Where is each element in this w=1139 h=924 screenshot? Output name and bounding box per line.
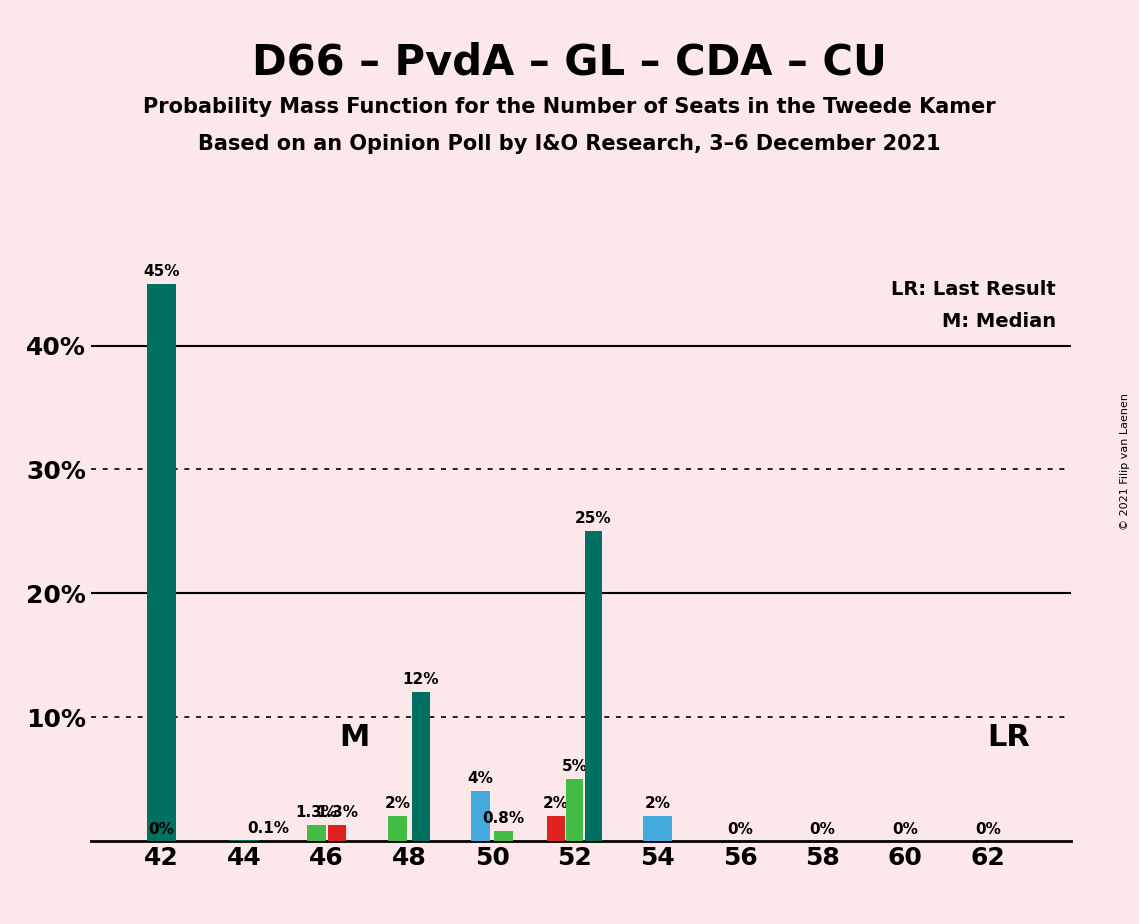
Text: 1.3%: 1.3% (316, 805, 358, 820)
Text: 2%: 2% (385, 796, 411, 811)
Text: Probability Mass Function for the Number of Seats in the Tweede Kamer: Probability Mass Function for the Number… (144, 97, 995, 117)
Bar (494, 831, 513, 841)
Text: 0%: 0% (148, 822, 174, 837)
Text: 0%: 0% (727, 822, 753, 837)
Text: 2%: 2% (543, 796, 570, 811)
Text: 12%: 12% (403, 673, 440, 687)
Text: 0.8%: 0.8% (483, 811, 525, 826)
Text: D66 – PvdA – GL – CDA – CU: D66 – PvdA – GL – CDA – CU (252, 42, 887, 83)
Bar (328, 825, 346, 841)
Text: 45%: 45% (144, 263, 180, 279)
Text: LR: Last Result: LR: Last Result (891, 280, 1056, 298)
Bar (147, 284, 175, 841)
Text: 0.1%: 0.1% (247, 821, 289, 836)
Text: M: Median: M: Median (942, 311, 1056, 331)
Bar (230, 840, 259, 841)
Text: 2%: 2% (645, 796, 671, 811)
Bar (388, 816, 407, 841)
Text: 1.3%: 1.3% (295, 805, 337, 820)
Text: 0%: 0% (975, 822, 1001, 837)
Text: 4%: 4% (467, 772, 493, 786)
Text: LR: LR (988, 723, 1030, 752)
Text: © 2021 Filip van Laenen: © 2021 Filip van Laenen (1121, 394, 1130, 530)
Text: Based on an Opinion Poll by I&O Research, 3–6 December 2021: Based on an Opinion Poll by I&O Research… (198, 134, 941, 154)
Text: M: M (339, 723, 370, 752)
Bar (566, 779, 583, 841)
Text: 0%: 0% (810, 822, 836, 837)
Bar (548, 816, 565, 841)
Bar (584, 531, 603, 841)
Bar (472, 791, 490, 841)
Text: 5%: 5% (562, 759, 588, 774)
Text: 25%: 25% (575, 511, 612, 527)
Bar (642, 816, 672, 841)
Bar (411, 692, 431, 841)
Bar (308, 825, 326, 841)
Text: 0%: 0% (892, 822, 918, 837)
